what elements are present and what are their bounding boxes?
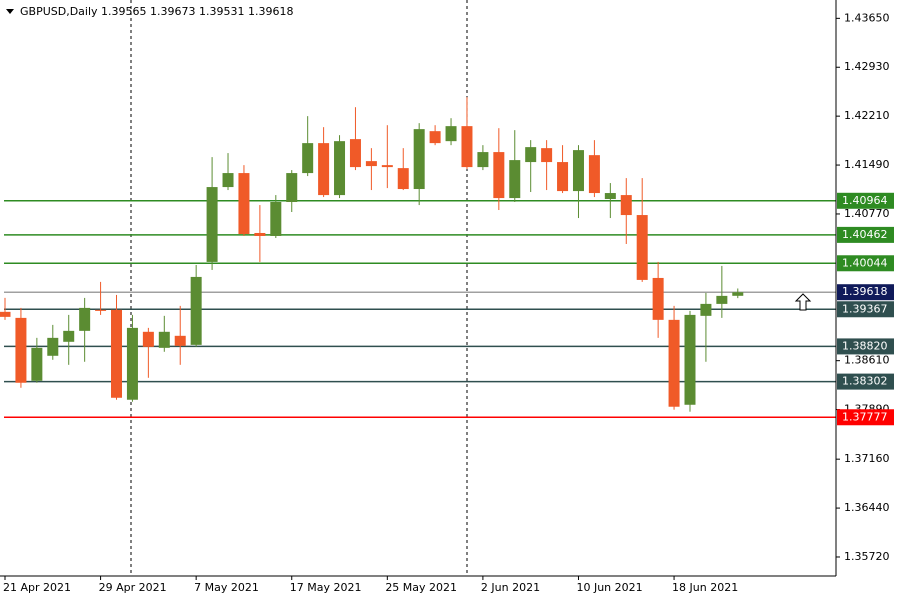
candle-body-up [286,173,298,203]
candle-body-up [509,160,521,199]
level-label: 1.39618 [842,285,888,298]
candle-body-up [302,143,314,174]
menu-triangle[interactable] [6,9,14,14]
level-label-bg [837,192,894,209]
candle-body-up [445,126,457,142]
candle-body-up [525,147,537,163]
level-label-bg [837,255,894,272]
candle-body-up [158,331,170,348]
candle-body-up [716,295,728,304]
level-label: 1.38302 [842,375,888,388]
candle-body-down [620,195,632,216]
candle-body-down [668,319,680,407]
y-tick-label: 1.43650 [844,11,890,24]
candle-body-up [206,187,218,262]
buy-arrow-icon [794,293,812,311]
candle-body-down [254,232,266,236]
candle-body-down [174,335,186,346]
level-label-bg [837,373,894,390]
candle-body-up [700,303,712,316]
x-tick-label: 17 May 2021 [290,581,362,594]
candle-body-down [588,155,600,194]
y-tick-label: 1.35720 [844,550,890,563]
y-tick-label: 1.40770 [844,207,890,220]
x-tick-label: 2 Jun 2021 [481,581,540,594]
level-label-bg [837,338,894,355]
level-label: 1.38820 [842,339,888,352]
candle-body-up [126,327,138,400]
candle-body-down [142,331,154,347]
candle-body-up [413,129,425,190]
candle-body-down [111,309,123,398]
candle-body-up [270,202,282,236]
level-label: 1.37777 [842,410,888,423]
x-tick-label: 18 Jun 2021 [672,581,738,594]
plot [0,97,836,419]
y-tick-label: 1.36440 [844,501,890,514]
candle-body-down [381,165,393,168]
candle-body-up [31,347,43,381]
candle-body-up [63,330,75,342]
candle-body-up [222,173,234,188]
candle-body-up [732,292,744,296]
candle-body-down [636,215,648,280]
candle-body-down [397,168,409,190]
candle-body-down [652,277,664,320]
candle-body-up [334,141,346,196]
candle-body-down [429,131,441,144]
candle-body-up [79,307,91,331]
candle-body-down [318,143,330,196]
chart-title: GBPUSD,Daily 1.39565 1.39673 1.39531 1.3… [20,5,293,18]
y-tick-label: 1.38610 [844,354,890,367]
level-label-bg [837,409,894,426]
candle-body-down [95,309,107,311]
candle-body-up [684,314,696,405]
candle-body-down [0,311,11,317]
candle-body-down [15,317,27,383]
level-label: 1.40044 [842,256,888,269]
level-label: 1.40462 [842,228,888,241]
x-tick-label: 25 May 2021 [385,581,457,594]
level-label: 1.39367 [842,302,888,315]
candle-body-down [349,139,361,168]
candle-body-up [190,276,202,345]
level-label: 1.40964 [842,194,888,207]
candle-body-down [541,148,553,163]
y-tick-label: 1.37160 [844,452,890,465]
candle-body-up [604,193,616,200]
level-label-bg [837,226,894,243]
candle-body-down [557,162,569,192]
candle-body-up [47,337,59,356]
level-label-bg [837,301,894,318]
y-tick-label: 1.42210 [844,109,890,122]
candle-body-down [493,152,505,199]
candle-body-down [461,126,473,168]
candle-body-up [477,152,489,168]
candle-body-down [365,161,377,167]
candle-body-down [238,173,250,234]
y-tick-label: 1.42930 [844,60,890,73]
level-label-bg [837,284,894,301]
y-tick-label: 1.41490 [844,158,890,171]
x-tick-label: 21 Apr 2021 [3,581,71,594]
x-tick-label: 7 May 2021 [194,581,259,594]
x-tick-label: 29 Apr 2021 [99,581,167,594]
x-tick-label: 10 Jun 2021 [576,581,642,594]
candle-body-up [572,150,584,192]
